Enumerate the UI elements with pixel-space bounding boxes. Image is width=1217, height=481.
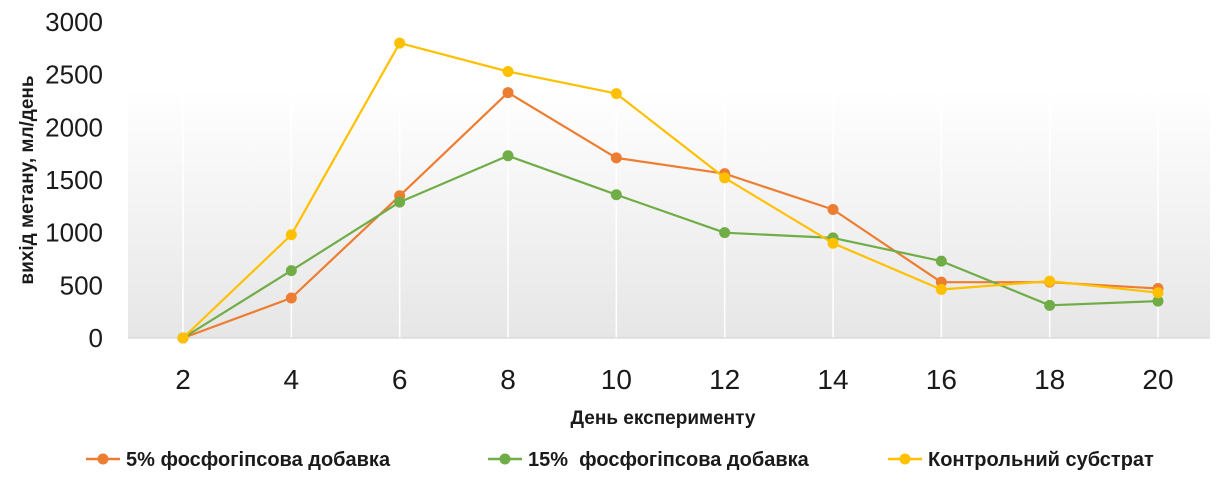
x-tick-label-20: 20 — [1142, 364, 1173, 395]
series-1-point-8 — [502, 87, 514, 99]
series-2-point-18 — [1044, 299, 1056, 311]
series-3-point-20 — [1152, 287, 1164, 299]
x-axis-ticks: 2 4 6 8 10 12 14 16 18 20 — [175, 364, 1173, 395]
series-2-point-20 — [1152, 295, 1164, 307]
series-2-point-10 — [610, 189, 622, 201]
x-tick-label-4: 4 — [284, 364, 300, 395]
legend-item-2: 15% фосфогіпсова добавка — [488, 449, 810, 471]
series-2-point-16 — [935, 255, 947, 267]
series-3-point-4 — [285, 229, 297, 241]
x-tick-label-10: 10 — [601, 364, 632, 395]
series-3-point-12 — [719, 172, 731, 184]
series-2-line — [182, 154, 1159, 339]
series-2-point-8 — [502, 150, 514, 162]
series-2-point-4 — [285, 265, 297, 277]
series-3-point-2 — [177, 332, 189, 344]
x-tick-label-18: 18 — [1034, 364, 1065, 395]
series-1-point-10 — [610, 152, 622, 164]
x-tick-label-16: 16 — [926, 364, 957, 395]
series-2-point-6 — [394, 196, 406, 208]
x-tick-label-6: 6 — [392, 364, 408, 395]
y-tick-label-2500: 2500 — [45, 60, 103, 90]
x-tick-label-12: 12 — [709, 364, 740, 395]
legend-label-3: Контрольний субстрат — [928, 449, 1154, 471]
legend-marker-2 — [499, 453, 511, 465]
legend-label-2: 15% фосфогіпсова добавка — [528, 449, 810, 471]
series-1-point-4 — [285, 292, 297, 304]
series-1-point-14 — [827, 203, 839, 215]
y-axis-title: вихід метану, мл/день — [17, 75, 38, 284]
series-3-line — [182, 41, 1159, 339]
legend-item-1: 5% фосфогіпсова добавка — [86, 449, 391, 471]
x-tick-label-2: 2 — [175, 364, 191, 395]
x-tick-label-14: 14 — [817, 364, 848, 395]
y-tick-label-1000: 1000 — [45, 218, 103, 248]
series-3-point-10 — [610, 88, 622, 100]
series-3-point-16 — [935, 284, 947, 296]
y-tick-label-0: 0 — [89, 323, 103, 353]
y-tick-label-500: 500 — [60, 270, 103, 300]
x-tick-label-8: 8 — [500, 364, 516, 395]
y-axis-ticks: 0 500 1000 1500 2000 2500 3000 — [45, 7, 103, 353]
series-3 — [177, 37, 1164, 344]
series-group — [177, 37, 1164, 344]
legend: 5% фосфогіпсова добавка 15% фосфогіпсова … — [86, 449, 1154, 471]
legend-marker-3 — [899, 453, 911, 465]
series-2-point-12 — [719, 227, 731, 239]
series-3-point-8 — [502, 66, 514, 78]
series-3-point-14 — [827, 237, 839, 249]
legend-marker-1 — [97, 453, 109, 465]
y-tick-label-3000: 3000 — [45, 7, 103, 37]
series-3-point-18 — [1044, 275, 1056, 287]
x-axis-title: День експерименту — [571, 408, 756, 429]
series-3-point-6 — [394, 37, 406, 49]
legend-label-1: 5% фосфогіпсова добавка — [126, 449, 391, 471]
y-tick-label-2000: 2000 — [45, 112, 103, 142]
legend-item-3: Контрольний субстрат — [888, 449, 1154, 471]
y-tick-label-1500: 1500 — [45, 165, 103, 195]
